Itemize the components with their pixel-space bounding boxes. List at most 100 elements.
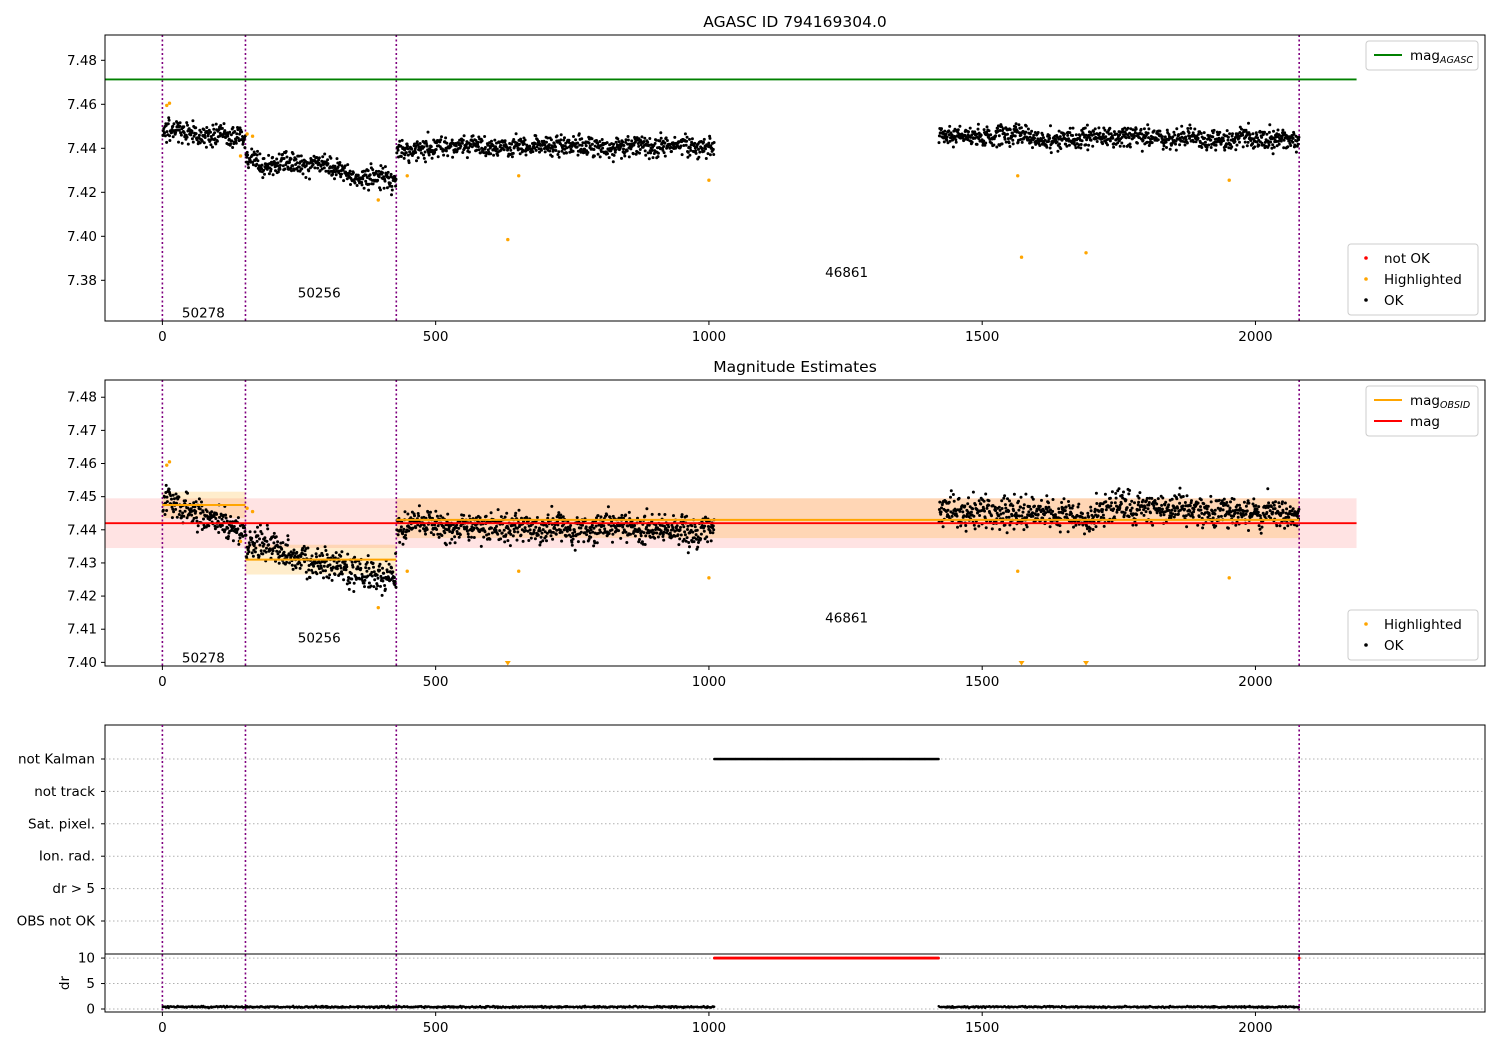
y-tick-label: 7.47 (67, 423, 97, 439)
axes-frame (104, 724, 1486, 1013)
highlighted-point (250, 509, 255, 514)
highlighted-point (245, 506, 249, 510)
legend-box (1365, 40, 1479, 71)
y-tick-label: 7.44 (67, 141, 97, 157)
legend-label-text: not OK (1384, 251, 1431, 267)
y-tick-label: 7.44 (67, 522, 97, 538)
x-tick-label: 1500 (965, 674, 999, 690)
flag-label: OBS not OK (17, 914, 97, 930)
legend-label-text: OK (1384, 293, 1405, 309)
dr-tick-label: 5 (86, 976, 95, 992)
x-tick-label: 1000 (692, 329, 726, 345)
x-tick-label: 1500 (965, 329, 999, 345)
y-tick-label: 7.46 (67, 97, 97, 113)
y-tick-label: 7.43 (67, 555, 97, 571)
y-tick-label: 7.48 (67, 53, 97, 69)
plot-area (105, 380, 1357, 666)
y-tick-label: 7.45 (67, 489, 97, 505)
ok-points (161, 116, 1301, 197)
legend-label: OK (1384, 638, 1405, 654)
highlighted-point (167, 460, 172, 464)
legend-swatch (1364, 277, 1368, 281)
x-tick-label: 2000 (1238, 329, 1272, 345)
highlighted-point (1016, 569, 1020, 573)
legend-top: magAGASC (1365, 40, 1479, 71)
y-tick-label: 7.40 (67, 229, 97, 245)
highlighted-point (376, 605, 380, 610)
highlighted-point (245, 132, 249, 136)
highlighted-point (238, 154, 243, 158)
y-tick-label: 7.46 (67, 456, 97, 472)
dr-points (161, 1004, 1301, 1010)
dr-capped-points (713, 956, 1301, 960)
legend-label: not OK (1384, 251, 1431, 267)
x-tick-label: 2000 (1238, 674, 1272, 690)
legend-label-text: mag (1410, 393, 1440, 409)
obsid-label: 46861 (825, 265, 868, 281)
legend-bottom: Highlighted OK (1347, 609, 1479, 661)
dr-tick-label: 0 (86, 1002, 95, 1018)
flag-label: not track (34, 784, 95, 800)
highlighted-point (1084, 251, 1088, 255)
legend-box (1365, 385, 1479, 437)
panel-2: not Kalman not track Sat. pixel. Ion. rad. d… (17, 724, 1486, 1036)
flag-markers (713, 757, 940, 761)
legend-swatch (1364, 622, 1368, 626)
x-tick-label: 0 (158, 329, 167, 345)
highlighted-point (165, 463, 169, 467)
x-tick-label: 1000 (692, 1020, 726, 1036)
clipped-point-marker (1083, 661, 1090, 666)
obsid-label: 50256 (298, 285, 341, 301)
legend-subscript: AGASC (1439, 55, 1473, 66)
chart-title: Magnitude Estimates (713, 358, 877, 376)
x-tick-label: 500 (423, 1020, 449, 1036)
flag-label: dr > 5 (52, 881, 95, 897)
y-tick-label: 7.48 (67, 390, 97, 406)
highlighted-point (165, 103, 169, 108)
x-tick-label: 500 (423, 674, 449, 690)
x-tick-label: 0 (158, 674, 167, 690)
highlighted-point (250, 134, 255, 138)
chart-title: AGASC ID 794169304.0 (703, 13, 887, 31)
highlighted-point (506, 237, 510, 242)
legend-label: magAGASC (1410, 48, 1473, 66)
y-tick-label: 7.41 (67, 622, 97, 638)
highlighted-point (405, 174, 409, 178)
legend-label-text: OK (1384, 638, 1405, 654)
legend-box (1347, 609, 1479, 661)
highlighted-point (517, 569, 521, 573)
panel-0: 50278 50256 46861 7.38 7.40 7.42 7.44 7.46 7.48 0… (67, 13, 1486, 345)
x-tick-label: 0 (158, 1020, 167, 1036)
legend-swatch (1364, 643, 1368, 647)
plot-area (105, 35, 1357, 321)
highlighted-point (707, 576, 711, 580)
legend-label-text: mag (1410, 414, 1440, 430)
dr-tick-label: 10 (78, 951, 95, 967)
legend-swatch (1364, 256, 1368, 260)
y-tick-label: 7.38 (67, 273, 97, 289)
x-tick-label: 2000 (1238, 1020, 1272, 1036)
legend-box (1347, 243, 1479, 316)
axes-frame (104, 34, 1486, 322)
legend-label-text: Highlighted (1384, 617, 1462, 633)
axes-frame (104, 379, 1486, 667)
obsid-label: 46861 (825, 611, 868, 627)
obsid-label: 50256 (298, 630, 341, 646)
highlighted-point (517, 174, 521, 178)
flag-label: Sat. pixel. (28, 816, 95, 832)
legend-label: Highlighted (1384, 272, 1462, 288)
x-tick-label: 500 (423, 329, 449, 345)
clipped-point-marker (1018, 661, 1025, 666)
legend-subscript: OBSID (1440, 400, 1470, 411)
legend-bottom: not OK Highlighted OK (1347, 243, 1479, 316)
highlighted-point (707, 178, 711, 182)
highlighted-point (1019, 255, 1024, 259)
x-tick-label: 1000 (692, 674, 726, 690)
x-tick-label: 1500 (965, 1020, 999, 1036)
dr-axis-label: dr (57, 975, 73, 990)
y-tick-label: 7.40 (67, 655, 97, 671)
highlighted-point (238, 539, 243, 544)
legend-swatch (1364, 298, 1368, 302)
highlighted-point (405, 569, 409, 573)
y-tick-label: 7.42 (67, 185, 97, 201)
